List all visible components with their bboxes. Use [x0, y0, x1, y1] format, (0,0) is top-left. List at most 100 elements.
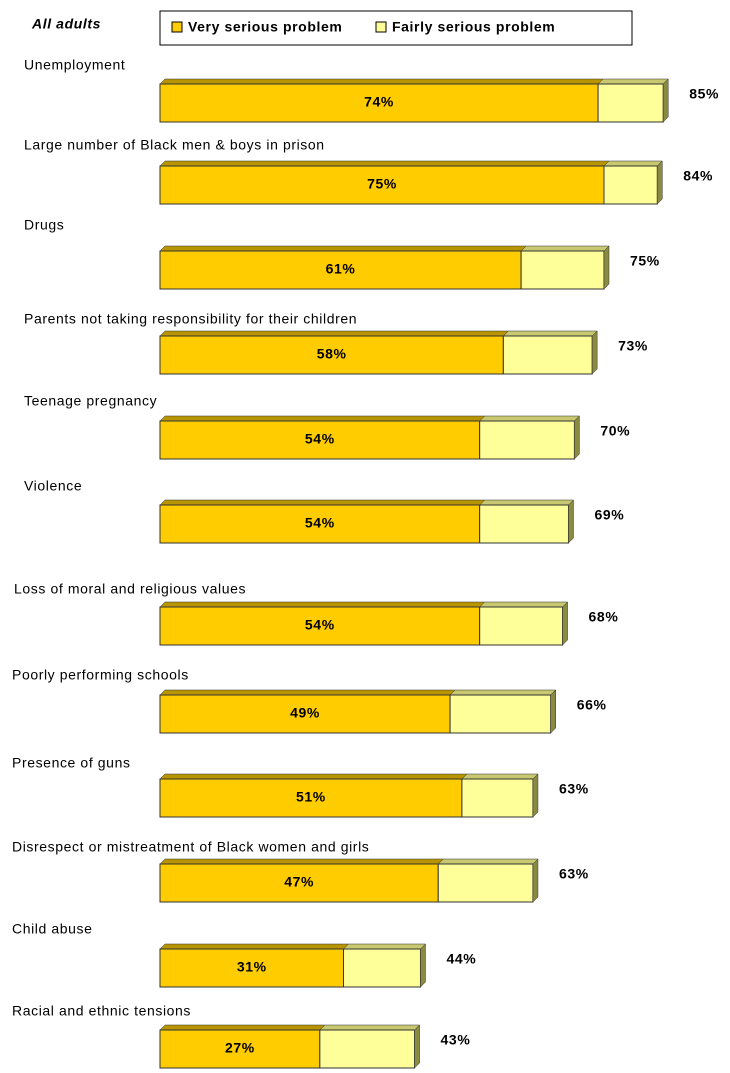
chart-title: All adults: [31, 16, 101, 32]
bar-top: [479, 415, 581, 422]
category-label: Parents not taking responsibility for th…: [24, 311, 357, 327]
bar: [159, 504, 481, 544]
value-label: 27%: [225, 1040, 255, 1056]
bar-side: [662, 78, 669, 123]
total-label: 68%: [589, 609, 619, 625]
category-label: Racial and ethnic tensions: [12, 1003, 191, 1019]
total-label: 69%: [594, 507, 624, 523]
bar: [520, 250, 605, 290]
bar: [159, 250, 522, 290]
category-label: Violence: [24, 478, 82, 494]
bar: [159, 778, 463, 818]
total-label: 85%: [689, 86, 719, 102]
total-label: 43%: [441, 1032, 471, 1048]
bar-side: [591, 330, 598, 375]
category-label: Child abuse: [12, 921, 93, 937]
legend-label: Very serious problem: [188, 19, 342, 35]
bar: [343, 948, 421, 988]
bar-top: [437, 858, 539, 865]
bar: [159, 1029, 321, 1069]
category-label: Large number of Black men & boys in pris…: [24, 137, 325, 153]
bar-top: [342, 943, 427, 950]
bar: [479, 420, 575, 460]
bar: [159, 694, 451, 734]
legend-swatch: [171, 21, 183, 33]
bar: [502, 335, 593, 375]
bar-top: [159, 499, 486, 506]
bar-side: [550, 689, 556, 734]
total-label: 66%: [577, 697, 607, 713]
bar-top: [159, 78, 604, 85]
bar-top: [159, 330, 509, 337]
category-label: Loss of moral and religious values: [14, 581, 246, 597]
legend-swatch: [375, 21, 387, 33]
total-label: 84%: [683, 168, 713, 184]
bar-side: [532, 858, 539, 903]
bar-top: [159, 858, 444, 865]
bar-top: [159, 773, 468, 780]
category-label: Poorly performing schools: [12, 667, 189, 683]
value-label: 31%: [237, 959, 267, 975]
bar-top: [479, 601, 569, 608]
total-label: 73%: [618, 338, 648, 354]
bar: [159, 165, 605, 205]
bar: [597, 83, 664, 123]
category-label: Drugs: [24, 217, 64, 233]
bar-top: [159, 1024, 326, 1031]
bar: [159, 83, 599, 123]
total-label: 63%: [559, 781, 589, 797]
total-label: 63%: [559, 866, 589, 882]
bar-top: [603, 160, 663, 167]
bar-top: [449, 689, 557, 696]
bar: [603, 165, 658, 205]
bar-top: [597, 78, 669, 85]
value-label: 47%: [284, 874, 314, 890]
total-label: 44%: [446, 951, 476, 967]
bar: [159, 606, 481, 646]
bar-side: [657, 160, 663, 205]
bar-top: [159, 415, 486, 422]
value-label: 54%: [305, 617, 335, 633]
bar: [319, 1029, 416, 1069]
value-label: 54%: [305, 515, 335, 531]
category-label: Disrespect or mistreatment of Black wome…: [12, 839, 369, 855]
bar: [479, 504, 569, 544]
bar: [449, 694, 552, 734]
bar: [461, 778, 534, 818]
bar-top: [502, 330, 598, 337]
value-label: 51%: [296, 789, 326, 805]
bar-side: [414, 1024, 420, 1069]
bar-top: [520, 245, 610, 252]
bar: [437, 863, 534, 903]
bar-top: [479, 499, 575, 506]
total-label: 75%: [630, 253, 660, 269]
bar-top: [159, 245, 527, 252]
value-label: 75%: [367, 176, 397, 192]
value-label: 49%: [290, 705, 320, 721]
bar-top: [461, 773, 539, 780]
bar-top: [159, 689, 456, 696]
bar-top: [319, 1024, 421, 1031]
bar: [479, 606, 564, 646]
category-label: Teenage pregnancy: [24, 393, 157, 409]
bar-side: [568, 499, 574, 544]
bar: [159, 948, 345, 988]
bar-side: [574, 415, 580, 460]
bar: [159, 420, 481, 460]
bar-side: [420, 943, 426, 988]
value-label: 58%: [317, 346, 347, 362]
value-label: 54%: [305, 431, 335, 447]
bar-top: [159, 943, 350, 950]
bar-side: [532, 773, 539, 818]
total-label: 70%: [600, 423, 630, 439]
bar-top: [159, 601, 486, 608]
legend-box: [159, 10, 633, 46]
bar-side: [562, 601, 568, 646]
legend-label: Fairly serious problem: [392, 19, 555, 35]
bar: [159, 335, 504, 375]
bar-top: [159, 160, 610, 167]
category-label: Presence of guns: [12, 755, 131, 771]
category-label: Unemployment: [24, 57, 125, 73]
value-label: 74%: [364, 94, 394, 110]
